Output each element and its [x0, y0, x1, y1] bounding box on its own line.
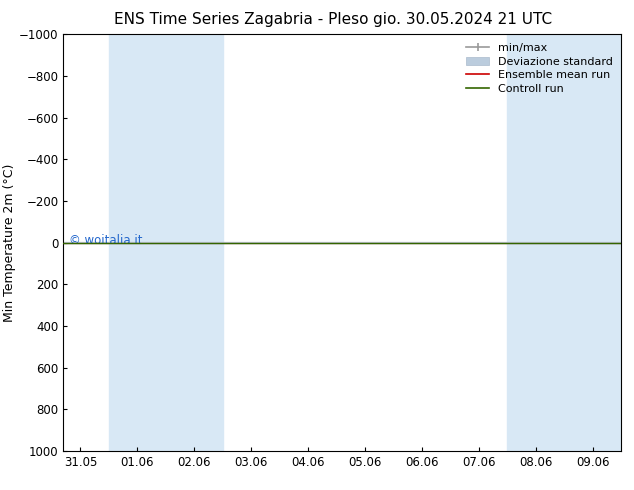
Legend: min/max, Deviazione standard, Ensemble mean run, Controll run: min/max, Deviazione standard, Ensemble m… [462, 39, 617, 98]
Bar [109, 34, 223, 451]
Y-axis label: Min Temperature 2m (°C): Min Temperature 2m (°C) [3, 163, 16, 322]
Text: ENS Time Series Zagabria - Pleso: ENS Time Series Zagabria - Pleso [113, 12, 368, 27]
Text: gio. 30.05.2024 21 UTC: gio. 30.05.2024 21 UTC [373, 12, 552, 27]
Bar [507, 34, 621, 451]
Text: © woitalia.it: © woitalia.it [69, 234, 143, 247]
